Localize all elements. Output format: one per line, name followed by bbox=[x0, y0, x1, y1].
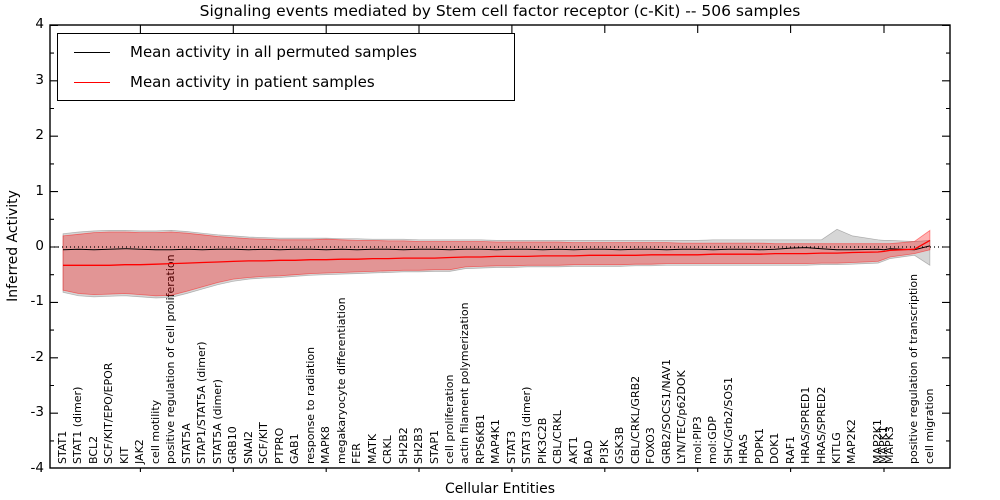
patient-mean-line bbox=[63, 239, 931, 266]
x-category-label: PTPRO bbox=[272, 427, 286, 464]
x-category-label: DOK1 bbox=[768, 432, 782, 464]
x-category-label: MAPK8 bbox=[319, 426, 333, 464]
patient-band bbox=[62, 229, 931, 297]
x-category-label: cell motility bbox=[148, 399, 162, 464]
legend: Mean activity in all permuted samples Mea… bbox=[57, 33, 515, 101]
x-category-label: FER bbox=[350, 443, 364, 464]
x-category-label: AKT1 bbox=[566, 436, 580, 464]
x-category-label: response to radiation bbox=[303, 346, 317, 464]
x-category-label: MAP4K1 bbox=[489, 419, 503, 464]
x-category-label: MATK bbox=[365, 433, 379, 464]
x-category-label: mol:GDP bbox=[706, 416, 720, 464]
x-category-label: mol:PIP3 bbox=[690, 416, 704, 464]
x-category-label: STAT3 bbox=[504, 430, 518, 464]
chart-title: Signaling events mediated by Stem cell f… bbox=[199, 2, 801, 20]
x-category-label: LYN/TEC/p62DOK bbox=[675, 370, 689, 464]
x-category-label: SCF/KIT bbox=[257, 422, 271, 464]
y-tick-label: 4 bbox=[35, 16, 44, 33]
x-category-label: STAT5A bbox=[179, 423, 193, 464]
x-category-label: PIK3C2B bbox=[535, 417, 549, 464]
x-category-label: SNAI2 bbox=[241, 431, 255, 464]
x-category-label: SH2B3 bbox=[412, 427, 426, 464]
x-category-label: STAT5A (dimer) bbox=[210, 379, 224, 464]
y-tick-label: -4 bbox=[30, 459, 44, 476]
x-category-label: STAP1 bbox=[427, 429, 441, 464]
x-category-label: KIT bbox=[117, 446, 131, 464]
x-category-label: BAD bbox=[582, 440, 596, 464]
x-category-label: SHC/Grb2/SOS1 bbox=[721, 377, 735, 464]
y-tick-label: 2 bbox=[35, 127, 44, 144]
y-tick-label: 0 bbox=[35, 238, 44, 254]
x-category-label: MAPK3 bbox=[883, 426, 896, 464]
x-category-label: HRAS bbox=[737, 434, 751, 464]
y-tick-label: -3 bbox=[30, 404, 44, 421]
x-category-label: FOXO3 bbox=[644, 427, 658, 464]
x-category-label: CBL/CRKL bbox=[551, 410, 565, 464]
x-category-label: positive regulation of cell proliferatio… bbox=[164, 254, 178, 464]
x-category-label: STAP1/STAT5A (dimer) bbox=[195, 341, 209, 464]
x-category-label: GSK3B bbox=[613, 426, 627, 464]
x-category-label: CRKL bbox=[381, 435, 395, 464]
x-category-label: HRAS/SPRED1 bbox=[799, 386, 813, 464]
legend-line-swatch bbox=[74, 81, 110, 83]
x-category-label: cell migration bbox=[922, 388, 936, 464]
x-category-label: positive regulation of transcription bbox=[907, 273, 921, 464]
x-category-label: SH2B2 bbox=[396, 427, 410, 464]
x-category-label: PDPK1 bbox=[752, 428, 766, 464]
x-axis-label: Cellular Entities bbox=[444, 481, 556, 497]
x-category-label: actin filament polymerization bbox=[458, 302, 472, 464]
x-category-label: RPS6KB1 bbox=[473, 413, 487, 464]
y-tick-label: -2 bbox=[30, 348, 44, 365]
legend-item: Mean activity in all permuted samples bbox=[58, 43, 514, 61]
x-category-label: GAB1 bbox=[288, 433, 302, 464]
permuted-band bbox=[62, 228, 931, 299]
x-category-label: STAT3 (dimer) bbox=[520, 386, 534, 464]
x-category-label: cell proliferation bbox=[443, 374, 456, 464]
x-category-label: CBL/CRKL/GRB2 bbox=[628, 375, 642, 464]
x-category-label: GRB2/SOCS1/NAV1 bbox=[659, 359, 673, 464]
x-category-label: STAT1 (dimer) bbox=[71, 386, 85, 464]
x-category-label: MAP2K2 bbox=[845, 419, 859, 464]
y-tick-label: -1 bbox=[30, 293, 44, 310]
x-category-label: BCL2 bbox=[86, 435, 100, 464]
x-category-label: RAF1 bbox=[783, 435, 797, 464]
x-category-label: HRAS/SPRED2 bbox=[814, 386, 828, 464]
legend-item: Mean activity in patient samples bbox=[58, 73, 514, 91]
x-category-label: megakaryocyte differentiation bbox=[334, 297, 348, 464]
x-category-label: STAT1 bbox=[56, 430, 69, 464]
x-category-label: GRB10 bbox=[226, 426, 240, 464]
x-category-label: JAK2 bbox=[133, 439, 147, 464]
x-category-label: KITLG bbox=[830, 432, 843, 464]
legend-label: Mean activity in all permuted samples bbox=[130, 43, 417, 61]
x-category-label: SCF/KIT/EPO/EPOR bbox=[102, 362, 116, 464]
y-tick-label: 3 bbox=[35, 71, 44, 88]
legend-label: Mean activity in patient samples bbox=[130, 73, 375, 91]
legend-line-swatch bbox=[74, 51, 110, 53]
x-category-label: PI3K bbox=[597, 439, 611, 464]
y-tick-label: 1 bbox=[35, 182, 44, 199]
permuted-mean-line bbox=[62, 245, 931, 251]
